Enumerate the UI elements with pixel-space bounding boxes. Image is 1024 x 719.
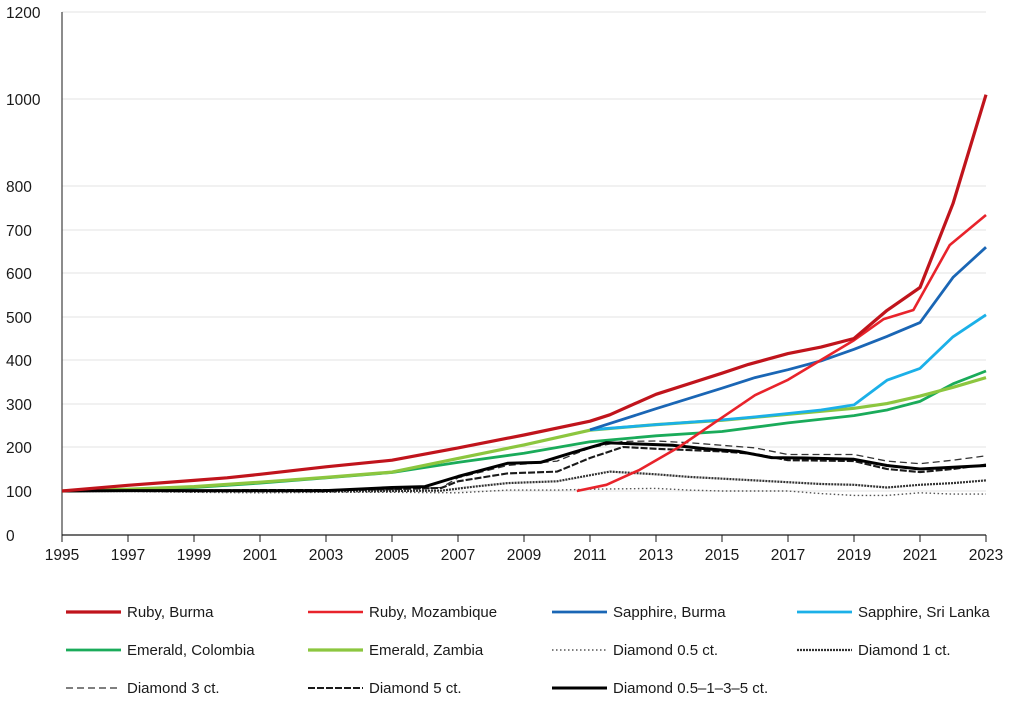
legend-label: Sapphire, Burma — [613, 604, 726, 621]
grid-lines — [62, 11, 986, 492]
legend-label: Diamond 5 ct. — [369, 680, 462, 697]
y-tick-label: 0 — [6, 528, 15, 545]
series-line — [61, 487, 986, 497]
y-tick-label: 1000 — [6, 92, 41, 109]
series-line — [61, 376, 987, 493]
x-tick-label: 2007 — [441, 547, 475, 564]
x-tick-label: 2011 — [573, 547, 606, 564]
legend-label: Diamond 1 ct. — [858, 642, 951, 659]
legend-label: Sapphire, Sri Lanka — [858, 604, 990, 621]
series-line — [61, 94, 988, 493]
x-tick-label: 2019 — [837, 547, 871, 564]
y-tick-label: 100 — [6, 484, 32, 501]
series-line — [61, 441, 987, 493]
legend-label: Ruby, Mozambique — [369, 604, 497, 621]
y-axis: 0 100 200 300 400 500 600 700 800 1000 1200 — [6, 5, 41, 545]
legend-label: Emerald, Colombia — [127, 642, 255, 659]
x-tick-label: 2005 — [375, 547, 409, 564]
y-tick-label: 1200 — [6, 5, 41, 22]
y-tick-label: 800 — [6, 179, 32, 196]
x-tick-label: 1999 — [177, 547, 211, 564]
y-tick-label: 200 — [6, 440, 32, 457]
legend-label: Emerald, Zambia — [369, 642, 484, 659]
legend-label: Ruby, Burma — [127, 604, 214, 621]
x-axis: 1995 1997 1999 2001 2003 2005 2007 2009 2011 2013… — [45, 12, 1003, 564]
x-tick-label: 2003 — [309, 547, 343, 564]
y-tick-label: 400 — [6, 353, 32, 370]
x-tick-label: 1995 — [45, 547, 79, 564]
y-tick-label: 700 — [6, 223, 32, 240]
y-tick-label: 500 — [6, 310, 32, 327]
series-line — [576, 213, 987, 493]
x-tick-label: 2017 — [771, 547, 805, 564]
x-tick-label: 2009 — [507, 547, 541, 564]
y-tick-label: 300 — [6, 397, 32, 414]
legend: Ruby, Burma Ruby, Mozambique Sapphire, Bur… — [66, 604, 990, 697]
x-tick-label: 2001 — [243, 547, 277, 564]
x-tick-label: 2013 — [639, 547, 673, 564]
x-tick-label: 2023 — [969, 547, 1003, 564]
series-lines — [61, 94, 988, 497]
legend-label: Diamond 3 ct. — [127, 680, 220, 697]
legend-label: Diamond 0.5–1–3–5 ct. — [613, 680, 768, 697]
legend-label: Diamond 0.5 ct. — [613, 642, 718, 659]
y-tick-label: 600 — [6, 266, 32, 283]
x-tick-label: 2015 — [705, 547, 739, 564]
x-tick-label: 2021 — [903, 547, 937, 564]
series-line — [589, 313, 987, 432]
x-tick-label: 1997 — [111, 547, 145, 564]
